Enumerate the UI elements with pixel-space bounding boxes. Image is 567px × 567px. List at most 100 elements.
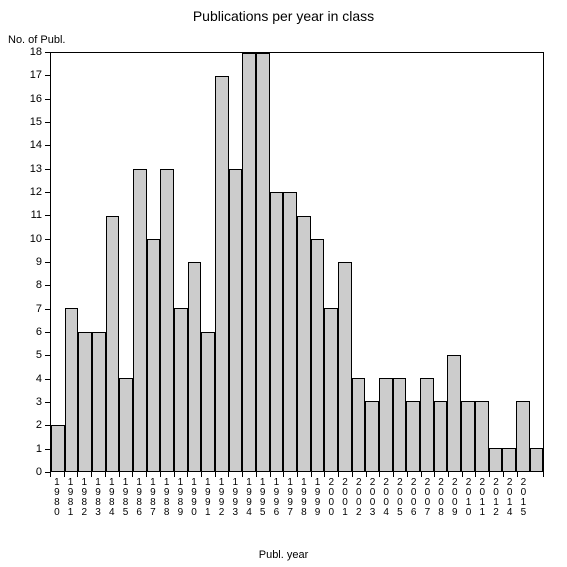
bar — [160, 169, 174, 471]
y-tick-mark — [45, 99, 50, 100]
y-tick-mark — [45, 52, 50, 53]
x-tick-label: 1980 — [50, 478, 64, 518]
x-tick-label: 2008 — [434, 478, 448, 518]
bar — [106, 216, 120, 471]
x-tick-mark — [462, 472, 463, 477]
x-tick-label: 2007 — [421, 478, 435, 518]
x-tick-mark — [256, 472, 257, 477]
y-tick-mark — [45, 75, 50, 76]
x-tick-label: 2009 — [448, 478, 462, 518]
x-tick-label: 1982 — [77, 478, 91, 518]
bar — [420, 378, 434, 471]
bar — [147, 239, 161, 471]
y-tick-label: 7 — [0, 303, 42, 315]
bar — [242, 53, 256, 471]
x-tick-label: 2006 — [407, 478, 421, 518]
y-tick-label: 11 — [0, 209, 42, 221]
x-tick-label: 1996 — [270, 478, 284, 518]
bars-group — [51, 53, 543, 471]
bar — [65, 308, 79, 471]
x-tick-mark — [543, 472, 544, 477]
x-tick-mark — [91, 472, 92, 477]
bar — [489, 448, 503, 471]
y-tick-label: 17 — [0, 69, 42, 81]
x-tick-mark — [311, 472, 312, 477]
x-tick-label: 1993 — [228, 478, 242, 518]
x-tick-label: 1983 — [91, 478, 105, 518]
bar — [338, 262, 352, 471]
y-tick-label: 1 — [0, 443, 42, 455]
bar — [406, 401, 420, 471]
bar — [133, 169, 147, 471]
x-tick-mark — [270, 472, 271, 477]
y-tick-mark — [45, 262, 50, 263]
x-tick-label: 2010 — [462, 478, 476, 518]
x-tick-label: 2014 — [503, 478, 517, 518]
bar — [188, 262, 202, 471]
x-tick-mark — [187, 472, 188, 477]
bar — [51, 425, 65, 471]
x-tick-label: 1981 — [64, 478, 78, 518]
x-tick-mark — [146, 472, 147, 477]
x-tick-label: 1998 — [297, 478, 311, 518]
x-tick-mark — [503, 472, 504, 477]
y-tick-mark — [45, 309, 50, 310]
y-tick-mark — [45, 449, 50, 450]
bar — [201, 332, 215, 471]
y-tick-label: 6 — [0, 326, 42, 338]
bar — [393, 378, 407, 471]
x-tick-label: 1990 — [187, 478, 201, 518]
x-tick-label: 2005 — [393, 478, 407, 518]
plot-area — [50, 52, 544, 472]
x-tick-label: 1988 — [160, 478, 174, 518]
x-tick-label: 2004 — [379, 478, 393, 518]
x-tick-label: 1994 — [242, 478, 256, 518]
x-tick-label: 1997 — [283, 478, 297, 518]
y-tick-mark — [45, 425, 50, 426]
bar — [92, 332, 106, 471]
bar — [530, 448, 544, 471]
x-tick-mark — [448, 472, 449, 477]
bar — [283, 192, 297, 471]
x-tick-label: 1986 — [132, 478, 146, 518]
bar — [365, 401, 379, 471]
x-tick-label: 2011 — [475, 478, 489, 518]
y-tick-label: 13 — [0, 163, 42, 175]
x-tick-label: 1984 — [105, 478, 119, 518]
bar — [297, 216, 311, 471]
bar — [502, 448, 516, 471]
x-tick-mark — [132, 472, 133, 477]
y-tick-label: 10 — [0, 233, 42, 245]
y-tick-mark — [45, 285, 50, 286]
x-tick-label: 2000 — [324, 478, 338, 518]
x-tick-label: 1987 — [146, 478, 160, 518]
x-tick-mark — [174, 472, 175, 477]
y-axis-label: No. of Publ. — [8, 34, 65, 46]
x-tick-label: 1985 — [119, 478, 133, 518]
bar — [461, 401, 475, 471]
y-tick-label: 2 — [0, 419, 42, 431]
x-tick-mark — [489, 472, 490, 477]
x-tick-mark — [64, 472, 65, 477]
x-tick-mark — [434, 472, 435, 477]
x-tick-mark — [297, 472, 298, 477]
bar — [516, 401, 530, 471]
x-tick-mark — [366, 472, 367, 477]
x-tick-mark — [324, 472, 325, 477]
x-tick-label: 1991 — [201, 478, 215, 518]
y-ticks: 0123456789101112131415161718 — [0, 52, 50, 472]
y-tick-mark — [45, 122, 50, 123]
x-tick-label: 1989 — [174, 478, 188, 518]
x-tick-label: 2001 — [338, 478, 352, 518]
bar — [256, 53, 270, 471]
x-tick-mark — [393, 472, 394, 477]
chart-title: Publications per year in class — [0, 8, 567, 24]
y-tick-mark — [45, 192, 50, 193]
x-tick-mark — [338, 472, 339, 477]
y-tick-mark — [45, 355, 50, 356]
y-tick-mark — [45, 332, 50, 333]
bar — [215, 76, 229, 471]
y-tick-mark — [45, 215, 50, 216]
bar — [447, 355, 461, 471]
x-tick-mark — [228, 472, 229, 477]
